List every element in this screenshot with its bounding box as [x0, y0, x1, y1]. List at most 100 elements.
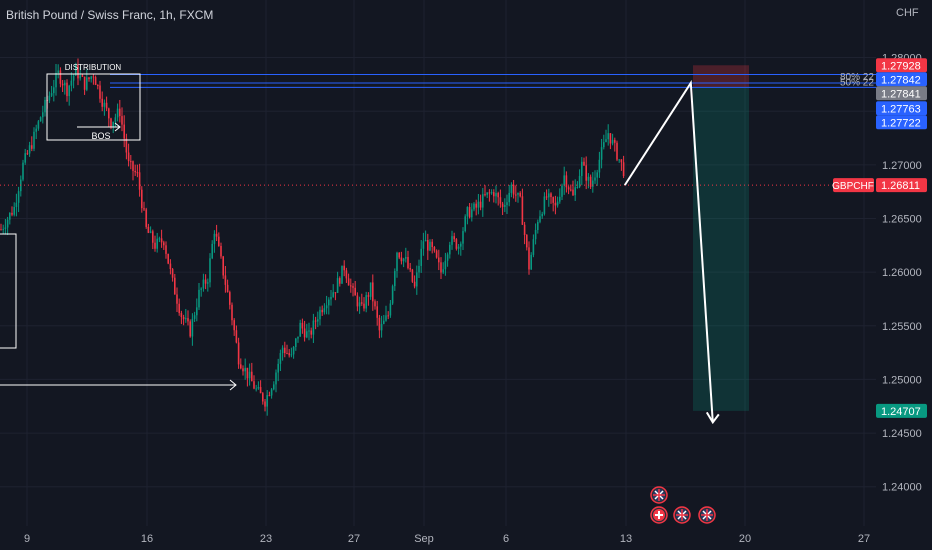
candle-body [163, 242, 165, 246]
candle-body [295, 338, 297, 347]
candle-body [251, 371, 253, 382]
candle-body [440, 262, 442, 273]
candle-body [277, 363, 279, 373]
candle-body [561, 185, 563, 197]
price-tag-bg [876, 403, 927, 418]
candle-body [515, 194, 517, 196]
candle-body [158, 238, 161, 240]
price-tag-value: 1.27842 [881, 74, 921, 86]
candle-body [28, 145, 31, 154]
x-tick-label: 6 [503, 533, 509, 545]
candle-body [123, 124, 125, 139]
candle-body [499, 197, 502, 204]
candle-body [537, 221, 539, 230]
candle-body [147, 226, 150, 233]
candle-body [350, 285, 352, 287]
candle-body [70, 80, 73, 86]
candle-body [407, 257, 409, 269]
candle-body [317, 319, 319, 322]
y-tick-label: 1.26000 [882, 267, 922, 279]
candle-body [457, 246, 460, 249]
candle-body [130, 161, 132, 163]
candle-body [119, 108, 121, 117]
candle-body [204, 279, 207, 284]
candle-body [446, 254, 449, 261]
candle-body [548, 193, 550, 198]
candle-body [543, 196, 546, 214]
candle-body [605, 139, 607, 143]
candle-body [336, 278, 339, 293]
uk-flag-icon [698, 506, 716, 524]
candle-body [438, 257, 440, 263]
candle-body [462, 231, 464, 244]
candle-body [572, 189, 574, 196]
candle-body [15, 202, 18, 207]
candle-body [400, 257, 403, 262]
candle-body [11, 212, 13, 215]
candle-body [152, 231, 154, 243]
candle-body [460, 243, 462, 247]
candle-body [189, 321, 191, 337]
candle-body [433, 246, 436, 251]
candle-body [570, 189, 572, 191]
candle-body [567, 187, 570, 190]
candle-body [576, 187, 579, 189]
candle-body [387, 315, 389, 317]
candle-body [321, 309, 323, 313]
candle-body [231, 304, 233, 321]
candle-body [169, 263, 172, 270]
swiss-flag-icon [650, 506, 668, 524]
candle-body [0, 229, 2, 231]
candle-body [292, 346, 295, 355]
candle-body [105, 102, 108, 109]
candle-body [114, 117, 117, 122]
candle-body [39, 117, 42, 122]
candle-body [345, 270, 348, 279]
target-line-arrowhead [229, 379, 237, 391]
symbol-tag-bg [833, 178, 874, 193]
price-tag-bg [876, 115, 927, 130]
candle-body [523, 224, 526, 235]
candle-body [22, 162, 24, 180]
candle-body [116, 108, 119, 118]
candle-body [101, 98, 103, 107]
candle-body [422, 241, 425, 249]
candle-body [374, 301, 376, 307]
candle-body [468, 207, 471, 218]
swiss-cross-h [655, 514, 663, 516]
candle-body [35, 128, 37, 132]
price-tag-bg [876, 86, 927, 101]
candle-body [259, 387, 262, 394]
candle-body [167, 253, 169, 264]
candle-body [394, 271, 396, 287]
candle-body [585, 165, 587, 181]
candle-body [343, 265, 345, 271]
candle-body [149, 231, 152, 233]
candle-body [583, 161, 585, 166]
candle-body [213, 233, 216, 244]
candle-body [622, 162, 625, 177]
price-tag-value: 1.24707 [881, 406, 921, 418]
candle-body [528, 247, 530, 270]
price-tag: 1.24707 [876, 403, 927, 418]
candle-body [592, 180, 594, 187]
candle-body [235, 330, 238, 343]
candle-body [77, 65, 79, 79]
bos-label: BOS [91, 131, 110, 141]
candle-body [257, 387, 260, 389]
candle-body [442, 269, 444, 273]
candle-body [488, 192, 491, 194]
projection-arrowhead [705, 411, 720, 425]
candle-body [262, 393, 264, 402]
candle-body [598, 159, 601, 173]
y-tick-label: 1.27000 [882, 160, 922, 172]
candle-body [413, 281, 416, 287]
chart-title: British Pound / Swiss Franc, 1h, FXCM [6, 8, 214, 22]
candle-body [24, 153, 26, 163]
candle-body [444, 260, 447, 270]
price-tag-bg [876, 101, 927, 116]
price-tag-value: 1.27763 [881, 103, 921, 115]
uk-flag-icon [650, 486, 668, 504]
